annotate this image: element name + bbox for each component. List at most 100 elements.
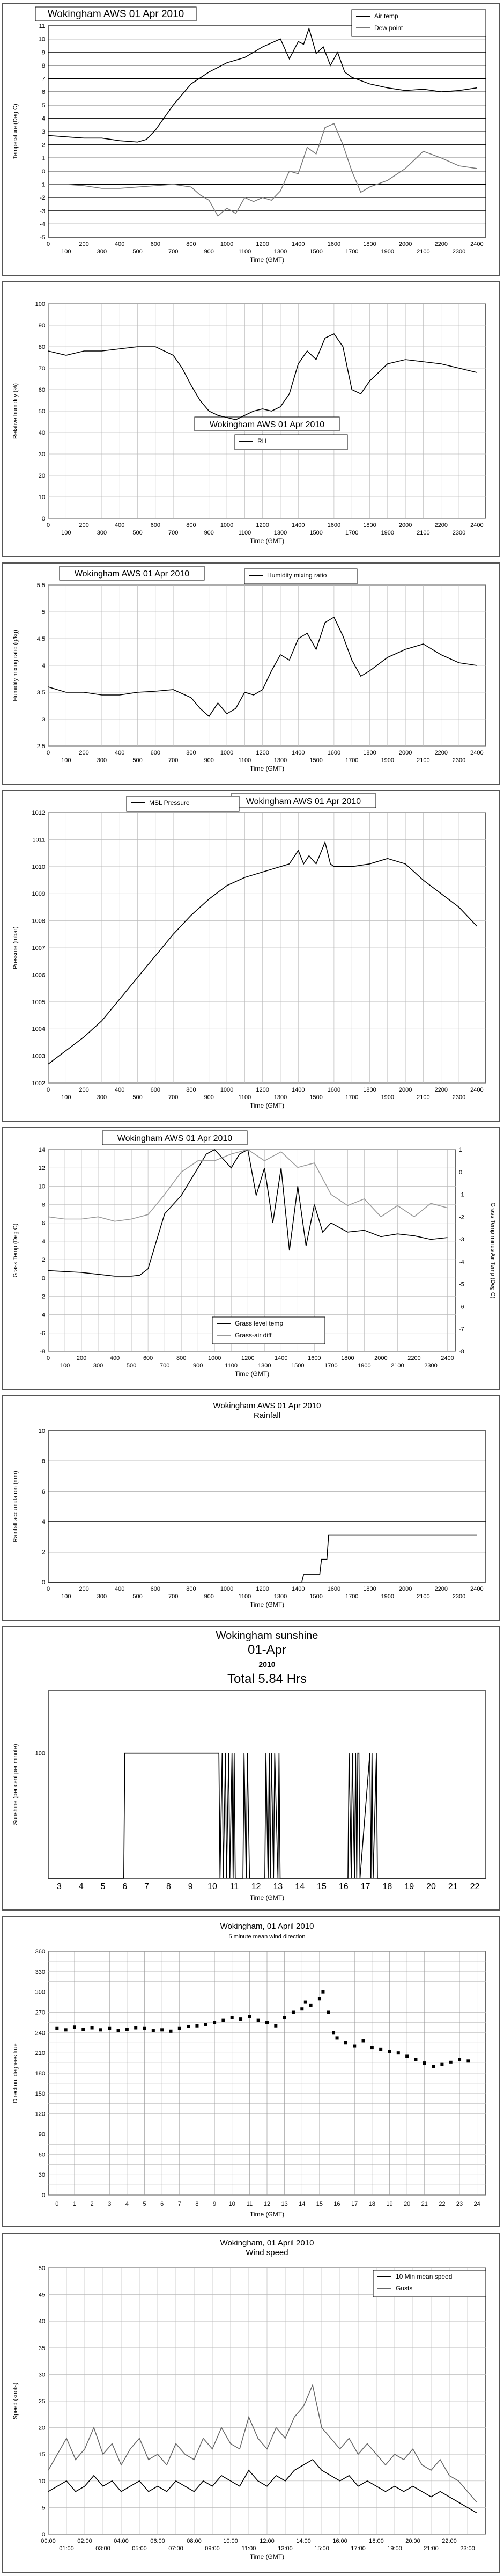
y-tick-label: 7 [42,76,45,83]
series-line-2 [48,123,477,217]
x-tick-label: 1700 [345,248,358,255]
x-tick-label: 0 [47,750,50,756]
x-tick-label: 9 [213,2201,216,2207]
y-tick-label: 50 [39,408,45,415]
data-point [449,2060,453,2064]
y-tick-label: 90 [39,2132,45,2138]
x-tick-label: 23 [456,2201,463,2207]
x-tick-label: 2200 [434,1586,447,1592]
x-tick-label: 03:00 [95,2545,110,2552]
y-tick-label: 10 [39,2478,45,2485]
x-tick-label: 19:00 [387,2545,402,2552]
chart-svg: 0 5 10 15 20 25 30 35 40 45 50 00:00 02:00 04:00 06:00… [12,2238,486,2560]
x-tick-label: 400 [115,750,124,756]
chart-title: Wokingham, 01 April 2010 [220,1922,314,1931]
x-axis-label: Time (GMT) [250,765,284,772]
x-tick-label: 2300 [453,248,465,255]
y2-tick-label: -7 [459,1326,464,1333]
x-axis-label: Time (GMT) [250,1894,284,1901]
y-tick-label: 30 [39,2172,45,2178]
x-tick-label: 06:00 [150,2538,165,2544]
y-tick-label: 360 [35,1949,45,1955]
chart-title: Wokingham AWS 01 Apr 2010 [48,9,184,20]
data-point [332,2031,336,2035]
x-tick-label: 2400 [470,1087,483,1093]
x-tick-label: 0 [47,1087,50,1093]
y2-axis-label: Grass Temp minus Air Temp (Deg C) [490,1203,496,1299]
data-point [55,2026,59,2030]
x-tick-label: 6 [122,1882,127,1891]
legend [244,568,358,584]
x-tick-label: 100 [61,1593,71,1600]
x-axis-label: Time (GMT) [250,2211,284,2218]
x-tick-label: 500 [132,1094,142,1101]
x-tick-label: 23:00 [460,2545,475,2552]
x-tick-label: 17 [361,1882,370,1891]
x-tick-label: 2100 [417,1094,429,1101]
x-tick-label: 07:00 [168,2545,183,2552]
data-point [143,2026,146,2030]
data-point [327,2010,330,2014]
y-tick-label: 5 [42,2505,45,2511]
y-tick-label: 2.5 [37,743,45,750]
y-tick-label: -4 [40,221,45,228]
x-tick-label: 1900 [381,530,394,536]
y-tick-label: -5 [40,235,45,241]
x-tick-label: 15 [316,2201,323,2207]
x-tick-label: 2400 [441,1355,454,1362]
data-point [116,2029,120,2032]
x-tick-label: 1800 [363,522,376,529]
chart-subtitle: Rainfall [254,1411,280,1420]
x-tick-label: 2000 [399,1087,412,1093]
x-tick-label: 700 [168,248,178,255]
x-tick-label: 100 [61,530,71,536]
legend-label: Grass level temp [235,1320,283,1327]
legend-label: Air temp [374,12,398,20]
x-tick-label: 800 [186,750,196,756]
chart-svg: 1002 1003 1004 1005 1006 1007 1008 1009 1010 1011… [12,793,486,1109]
data-point [177,2026,181,2030]
data-point [361,2039,365,2043]
y-axis-label: Speed (knots) [12,2383,19,2419]
x-tick-label: 700 [168,1593,178,1600]
x-tick-label: 400 [115,241,124,247]
x-tick-label: 1200 [256,522,269,529]
x-tick-label: 300 [93,1363,103,1369]
chart-svg: 100 3 4 5 6 7 8 9 10 11 12 13 14 15 16 17 18 19 20 21 22 Time… [12,1630,486,1901]
x-tick-label: 3 [57,1882,62,1891]
y-tick-label: 2 [42,1549,45,1556]
x-tick-label: 1600 [328,1087,340,1093]
y-tick-label: 1008 [32,918,45,925]
x-tick-label: 600 [151,241,160,247]
y-tick-label: -3 [40,208,45,215]
legend [234,434,348,450]
x-tick-label: 1000 [208,1355,221,1362]
data-point [72,2025,76,2029]
x-tick-label: 16 [339,1882,349,1891]
y-tick-label: 12 [39,1165,45,1172]
legend [212,1316,325,1344]
x-tick-label: 2000 [399,750,412,756]
plot-area [48,1690,486,1879]
x-tick-label: 12 [251,1882,261,1891]
x-tick-label: 100 [61,248,71,255]
x-tick-label: 1300 [274,248,287,255]
x-tick-label: 17 [351,2201,358,2207]
y-tick-label: 60 [39,387,45,393]
x-tick-label: 2100 [417,1593,429,1600]
chart-svg: -5 -4 -3 -2 -1 0 1 2 3 4 5 6 7 8 9 10 11 0 200 400 600 800 100… [12,6,486,264]
x-tick-label: 1900 [358,1363,370,1369]
y-tick-label: 120 [35,2111,45,2118]
title-box [102,1130,248,1145]
series-line-1 [48,840,477,1065]
x-tick-label: 2400 [470,750,483,756]
y-tick-label: 240 [35,2030,45,2036]
x-tick-label: 1100 [239,1094,251,1101]
chart-panel-2: 0 10 20 30 40 50 60 70 80 90 100 0 200 400 600 800 1000 1… [2,281,500,557]
data-point [213,2021,217,2024]
x-tick-label: 1800 [341,1355,354,1362]
x-tick-label: 800 [176,1355,186,1362]
y-tick-label: 2 [42,1257,45,1263]
